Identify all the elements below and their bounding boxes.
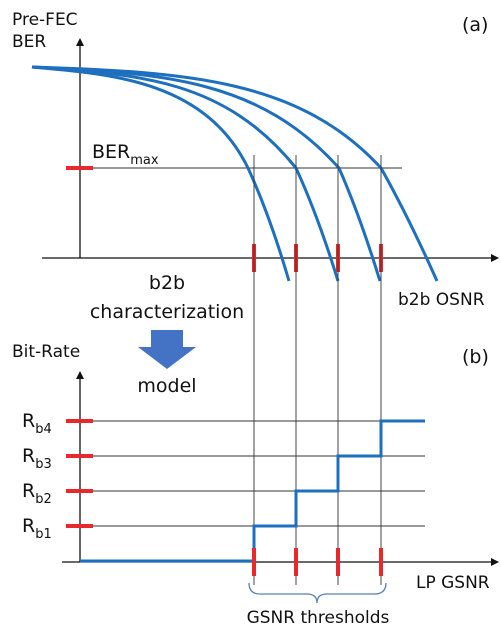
panel-a-y-label-line1: Pre-FEC: [12, 10, 78, 30]
rate-label-b4: Rb4: [22, 410, 52, 437]
gsnr-thresholds-label: GSNR thresholds: [247, 608, 390, 628]
model-down-arrow: [138, 330, 196, 369]
panel-b: Bit-Rate (b) Rb4 Rb3 Rb2 Rb1 LP GSNR GSN…: [12, 342, 499, 628]
ber-curve-3: [31, 65, 382, 282]
rate-label-b2: Rb2: [22, 480, 52, 507]
ber-curve-2: [31, 65, 340, 282]
ber-curve-1: [31, 65, 291, 282]
arrow-label: model: [137, 375, 196, 397]
panel-a-tag: (a): [462, 14, 488, 36]
process-step: b2b characterization model: [90, 272, 244, 397]
ber-max-label-sub: max: [130, 153, 159, 168]
panel-b-x-label: LP GSNR: [416, 573, 490, 593]
panel-a: Pre-FEC BER (a) BERmax b2b OSNR: [12, 10, 499, 310]
ber-max-label: BERmax: [92, 141, 159, 168]
process-line2: characterization: [90, 301, 244, 323]
panel-a-x-label: b2b OSNR: [398, 290, 485, 310]
panel-a-y-label-line2: BER: [12, 32, 46, 52]
rate-label-b1: Rb1: [22, 515, 52, 542]
panel-b-tag: (b): [462, 346, 489, 368]
ber-max-label-main: BER: [92, 141, 130, 163]
ber-curve-4: [31, 65, 439, 282]
bitrate-staircase: [80, 419, 425, 563]
gsnr-thresholds-bracket: [248, 582, 387, 604]
threshold-guides: [253, 155, 382, 585]
panel-b-y-label: Bit-Rate: [12, 342, 80, 362]
process-line1: b2b: [149, 272, 185, 294]
rate-label-b3: Rb3: [22, 445, 52, 472]
